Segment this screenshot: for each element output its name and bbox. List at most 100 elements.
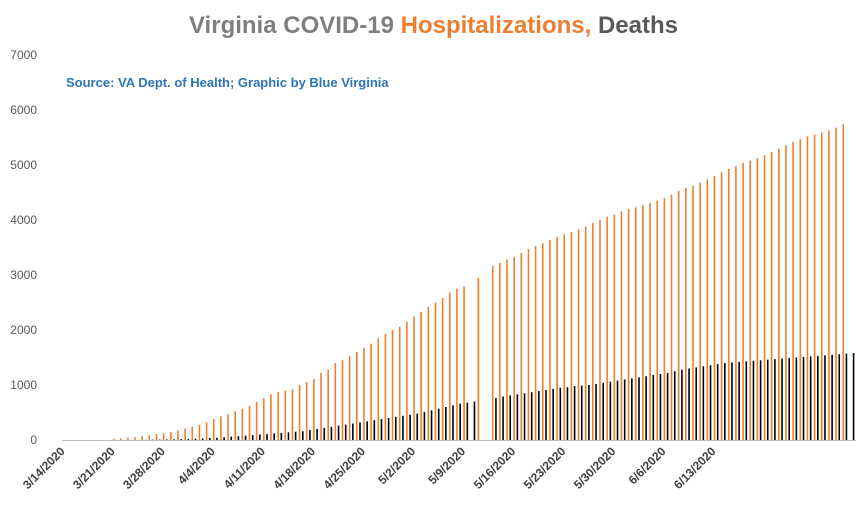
deaths-bar bbox=[752, 360, 755, 440]
hospitalizations-bar bbox=[363, 348, 365, 440]
hospitalizations-bar bbox=[770, 151, 773, 441]
deaths-bar bbox=[831, 354, 833, 440]
hospitalizations-bar bbox=[713, 176, 716, 440]
hospitalizations-bar bbox=[298, 385, 301, 440]
deaths-bar bbox=[266, 433, 268, 440]
deaths-bar bbox=[301, 431, 304, 440]
hospitalizations-bar bbox=[205, 422, 208, 440]
hospitalizations-bar bbox=[320, 372, 322, 440]
deaths-bar bbox=[788, 358, 791, 440]
hospitalizations-bar bbox=[141, 436, 143, 440]
deaths-bar bbox=[466, 402, 469, 440]
hospitalizations-bar bbox=[763, 155, 766, 440]
hospitalizations-bar bbox=[835, 127, 837, 440]
hospitalizations-bar bbox=[699, 182, 701, 440]
hospitalizations-bar bbox=[613, 214, 616, 440]
hospitalizations-bar bbox=[527, 249, 530, 440]
x-tick-label: 6/13/2020 bbox=[671, 444, 719, 492]
deaths-bar bbox=[774, 359, 776, 440]
title-part-deaths: Deaths bbox=[591, 12, 678, 39]
hospitalizations-bar bbox=[570, 232, 573, 440]
hospitalizations-bar bbox=[756, 157, 759, 440]
deaths-bar bbox=[437, 408, 440, 440]
hospitalizations-bar bbox=[177, 430, 179, 440]
deaths-bar bbox=[173, 439, 175, 440]
deaths-bar bbox=[287, 432, 290, 440]
hospitalizations-bar bbox=[491, 265, 494, 440]
hospitalizations-bar bbox=[556, 237, 558, 440]
deaths-bar bbox=[366, 421, 368, 440]
y-tick-label: 2000 bbox=[10, 323, 37, 337]
x-tick-label: 5/2/2020 bbox=[375, 444, 418, 487]
hospitalizations-bar bbox=[255, 402, 258, 440]
hospitalizations-bar bbox=[685, 188, 687, 440]
deaths-bar bbox=[623, 379, 626, 440]
hospitalizations-bar bbox=[692, 185, 694, 440]
hospitalizations-bar bbox=[706, 179, 709, 441]
hospitalizations-bar bbox=[227, 414, 229, 440]
deaths-bar bbox=[330, 426, 333, 440]
deaths-bar bbox=[716, 364, 719, 440]
hospitalizations-bar bbox=[277, 392, 279, 440]
deaths-bar bbox=[595, 383, 597, 440]
deaths-bar bbox=[251, 435, 254, 440]
x-tick-label: 4/4/2020 bbox=[175, 444, 218, 487]
deaths-bar bbox=[588, 385, 590, 440]
deaths-bar bbox=[802, 356, 805, 440]
hospitalizations-bar bbox=[377, 338, 380, 440]
hospitalizations-bar bbox=[806, 136, 809, 440]
y-tick-label: 7000 bbox=[10, 48, 37, 62]
deaths-bar bbox=[845, 353, 848, 440]
hospitalizations-bar bbox=[334, 363, 337, 440]
deaths-bar bbox=[473, 401, 476, 440]
title-part-hospitalizations: Hospitalizations, bbox=[400, 12, 592, 39]
hospitalizations-bar bbox=[506, 259, 508, 440]
deaths-bar bbox=[416, 413, 419, 440]
deaths-bar bbox=[259, 434, 261, 440]
deaths-bar bbox=[538, 391, 540, 440]
hospitalizations-bar bbox=[742, 162, 744, 441]
deaths-bar bbox=[838, 354, 841, 440]
x-tick-label: 3/21/2020 bbox=[70, 444, 118, 492]
hospitalizations-bar bbox=[842, 124, 845, 441]
deaths-bar bbox=[294, 431, 297, 440]
title-part-state: Virginia COVID-19 bbox=[188, 12, 401, 39]
hospitalizations-bar bbox=[406, 321, 408, 440]
deaths-bar bbox=[759, 360, 762, 440]
hospitalizations-bar bbox=[456, 288, 458, 440]
deaths-bar bbox=[194, 438, 197, 440]
deaths-bar bbox=[573, 386, 576, 440]
hospitalizations-bar bbox=[477, 277, 480, 440]
deaths-bar bbox=[344, 424, 347, 440]
deaths-bar bbox=[609, 381, 612, 440]
deaths-bar bbox=[373, 420, 376, 440]
hospitalizations-bar bbox=[634, 207, 637, 440]
hospitalizations-bar bbox=[663, 198, 666, 440]
deaths-bar bbox=[673, 371, 676, 440]
hospitalizations-bar bbox=[599, 220, 601, 440]
deaths-bar bbox=[523, 393, 526, 440]
x-tick-label: 5/23/2020 bbox=[521, 444, 569, 492]
hospitalizations-bar bbox=[148, 435, 151, 440]
hospitalizations-bar bbox=[370, 343, 372, 440]
hospitalizations-bar bbox=[119, 438, 122, 440]
hospitalizations-bar bbox=[184, 428, 186, 440]
deaths-bar bbox=[516, 394, 519, 440]
deaths-bar bbox=[545, 389, 547, 440]
hospitalizations-bar bbox=[448, 292, 451, 440]
deaths-bar bbox=[666, 372, 669, 440]
hospitalizations-bar bbox=[212, 419, 215, 440]
deaths-bar bbox=[566, 387, 569, 440]
hospitalizations-bar bbox=[828, 130, 830, 440]
deaths-bar bbox=[216, 437, 218, 440]
x-tick-label: 4/25/2020 bbox=[320, 444, 368, 492]
deaths-bar bbox=[530, 392, 533, 440]
chart-title: Virginia COVID-19 Hospitalizations, Deat… bbox=[0, 12, 867, 40]
hospitalizations-bar bbox=[799, 139, 802, 440]
hospitalizations-bar bbox=[162, 433, 165, 440]
hospitalizations-bar bbox=[534, 245, 537, 440]
hospitalizations-bar bbox=[155, 434, 158, 440]
deaths-bar bbox=[237, 436, 240, 440]
deaths-bar bbox=[559, 387, 562, 440]
